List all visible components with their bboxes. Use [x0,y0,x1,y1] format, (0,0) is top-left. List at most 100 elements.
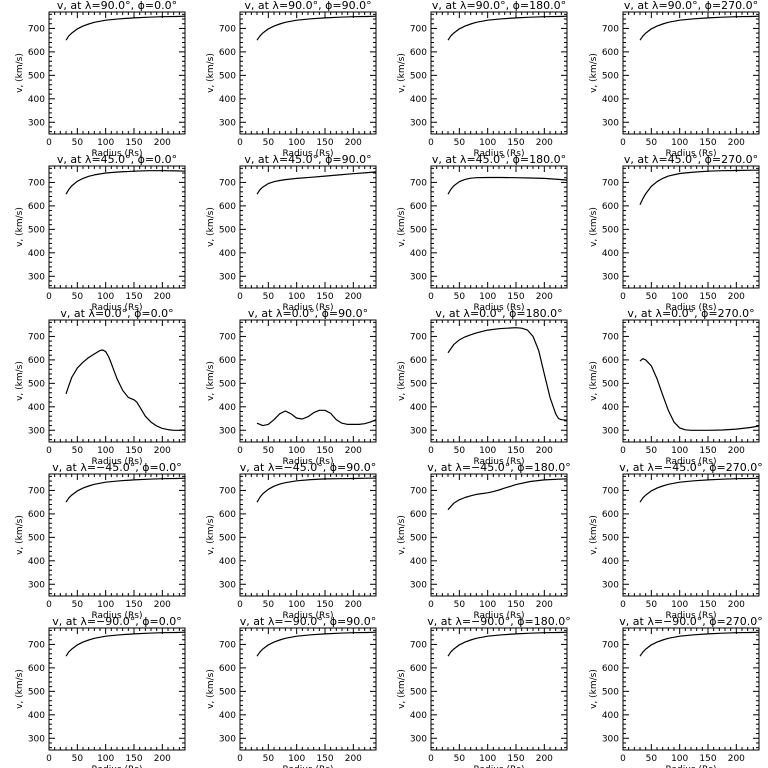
plot-frame [622,165,760,289]
x-tick-label: 100 [671,600,688,610]
x-tick-label: 0 [237,754,243,764]
y-tick-label: 700 [602,486,619,496]
x-tick-label: 200 [728,446,745,456]
y-tick-label: 400 [219,403,236,413]
x-tick-label: 200 [154,446,171,456]
y-tick-label: 700 [219,486,236,496]
y-tick-label: 300 [219,272,236,282]
plot-frame [239,165,377,289]
y-tick-label: 400 [219,249,236,259]
x-tick-label: 50 [646,446,658,456]
x-tick-label: 0 [428,292,434,302]
y-tick-label: 700 [410,178,427,188]
x-tick-label: 100 [671,138,688,148]
x-tick-label: 0 [46,138,52,148]
y-tick-label: 300 [28,734,45,744]
y-tick-label: 400 [410,249,427,259]
x-tick-label: 100 [479,292,496,302]
plot-frame [239,473,377,597]
y-tick-label: 300 [410,580,427,590]
y-tick-label: 600 [410,664,427,674]
x-tick-label: 150 [507,292,524,302]
subplot-title: v, at λ=0.0°, ϕ=180.0° [435,307,562,320]
x-tick-label: 150 [507,138,524,148]
x-tick-label: 200 [536,600,553,610]
y-tick-label: 500 [602,225,619,235]
y-tick-label: 500 [219,533,236,543]
y-axis-label: v, (km/s) [397,515,407,555]
x-tick-label: 100 [97,446,114,456]
subplot: v, at λ=−45.0°, ϕ=180.0° 0 50 100 150 200 300 4… [397,461,571,621]
x-axis-label: Radius (Rs) [282,457,333,467]
x-tick-label: 100 [671,446,688,456]
x-tick-label: 100 [479,600,496,610]
x-tick-label: 50 [263,138,275,148]
x-tick-label: 100 [97,754,114,764]
x-tick-label: 50 [263,754,275,764]
velocity-line [65,15,186,41]
y-tick-label: 300 [219,734,236,744]
x-tick-label: 150 [699,292,716,302]
x-tick-label: 50 [454,600,466,610]
y-axis-label: v, (km/s) [15,361,25,401]
y-tick-label: 500 [410,71,427,81]
y-tick-label: 300 [219,426,236,436]
x-tick-label: 200 [345,446,362,456]
subplot-title: v, at λ=90.0°, ϕ=90.0° [244,0,371,12]
y-tick-label: 400 [28,95,45,105]
x-tick-label: 50 [646,600,658,610]
x-axis-label: Radius (Rs) [665,457,716,467]
y-tick-label: 600 [219,202,236,212]
x-axis-label: Radius (Rs) [91,303,142,313]
plot-frame [430,165,568,289]
y-tick-label: 600 [219,356,236,366]
x-tick-label: 150 [699,446,716,456]
subplot-title: v, at λ=−90.0°, ϕ=180.0° [427,615,570,628]
y-tick-label: 600 [28,48,45,58]
y-axis-label: v, (km/s) [589,669,599,709]
y-tick-label: 500 [219,225,236,235]
y-axis-label: v, (km/s) [15,515,25,555]
subplot-title: v, at λ=−90.0°, ϕ=0.0° [52,615,181,628]
x-tick-label: 0 [237,292,243,302]
subplot-title: v, at λ=0.0°, ϕ=270.0° [627,307,754,320]
y-axis-label: v, (km/s) [589,515,599,555]
y-tick-label: 600 [28,356,45,366]
x-tick-label: 150 [316,600,333,610]
y-tick-label: 600 [602,510,619,520]
x-tick-label: 0 [620,292,626,302]
y-tick-label: 600 [602,356,619,366]
x-tick-label: 100 [479,754,496,764]
x-tick-label: 100 [288,292,305,302]
x-tick-label: 50 [263,446,275,456]
x-tick-label: 50 [646,292,658,302]
x-tick-label: 100 [97,600,114,610]
subplot-title: v, at λ=0.0°, ϕ=90.0° [248,307,368,320]
y-tick-label: 300 [28,272,45,282]
subplot: v, at λ=45.0°, ϕ=90.0° 0 50 100 150 200 300 400… [206,153,377,313]
y-axis-label: v, (km/s) [206,515,216,555]
plot-frame [622,627,760,751]
y-tick-label: 600 [219,48,236,58]
y-tick-label: 600 [410,356,427,366]
x-tick-label: 200 [728,138,745,148]
y-tick-label: 600 [28,202,45,212]
x-tick-label: 0 [237,138,243,148]
y-tick-label: 400 [602,249,619,259]
y-tick-label: 400 [602,557,619,567]
y-tick-label: 600 [219,510,236,520]
y-tick-label: 700 [28,178,45,188]
y-tick-label: 500 [28,379,45,389]
x-tick-label: 100 [671,754,688,764]
x-tick-label: 150 [316,446,333,456]
subplot: v, at λ=−45.0°, ϕ=90.0° 0 50 100 150 200 300 40… [206,461,377,621]
y-tick-label: 500 [410,225,427,235]
y-tick-label: 300 [602,118,619,128]
x-tick-label: 150 [316,138,333,148]
subplot-title: v, at λ=0.0°, ϕ=0.0° [60,307,173,320]
y-tick-label: 500 [219,71,236,81]
y-axis-label: v, (km/s) [206,207,216,247]
y-tick-label: 600 [602,202,619,212]
x-tick-label: 50 [454,138,466,148]
